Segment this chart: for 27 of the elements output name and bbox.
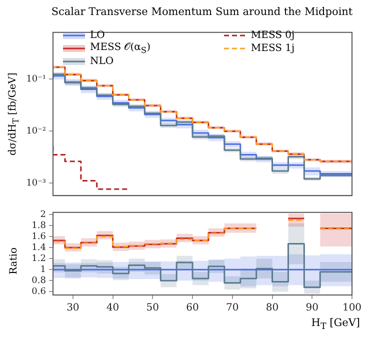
x-tick-label: 50 — [146, 302, 160, 314]
y-tick-label: 0.6 — [32, 287, 46, 298]
y-tick-label: 10⁻² — [26, 126, 46, 136]
x-tick-label: 80 — [266, 302, 279, 314]
x-axis-title: H$_{T}$ [GeV] — [310, 317, 361, 332]
y-tick-label: 1.2 — [32, 254, 46, 264]
y-tick-label: 1.8 — [32, 220, 46, 231]
y-tick-label: 1.4 — [32, 242, 46, 253]
legend-label: MESS 0j — [250, 30, 295, 41]
legend-label: LO — [90, 30, 105, 41]
y-axis-title: Ratio — [8, 247, 20, 274]
x-tick-label: 100 — [342, 302, 362, 314]
y-tick-label: 1 — [40, 265, 46, 276]
legend-label: MESS 1j — [250, 43, 295, 54]
legend-label: NLO — [90, 56, 114, 67]
y-tick-label: 2 — [40, 210, 46, 220]
legend-label: MESS 𝒪(α$_{S}$) — [90, 42, 151, 55]
y-tick-label: 1.6 — [32, 232, 46, 242]
x-tick-label: 90 — [306, 302, 318, 314]
x-tick-label: 70 — [226, 302, 239, 314]
x-tick-label: 60 — [186, 302, 199, 314]
x-tick-label: 40 — [106, 302, 120, 314]
y-tick-label: 10⁻¹ — [26, 74, 46, 85]
x-tick-label: 30 — [66, 302, 80, 314]
y-tick-label: 10⁻³ — [26, 178, 46, 188]
y-tick-label: 0.8 — [32, 276, 46, 286]
chart-title: Scalar Transverse Momentum Sum around the Midpoint — [50, 5, 354, 20]
